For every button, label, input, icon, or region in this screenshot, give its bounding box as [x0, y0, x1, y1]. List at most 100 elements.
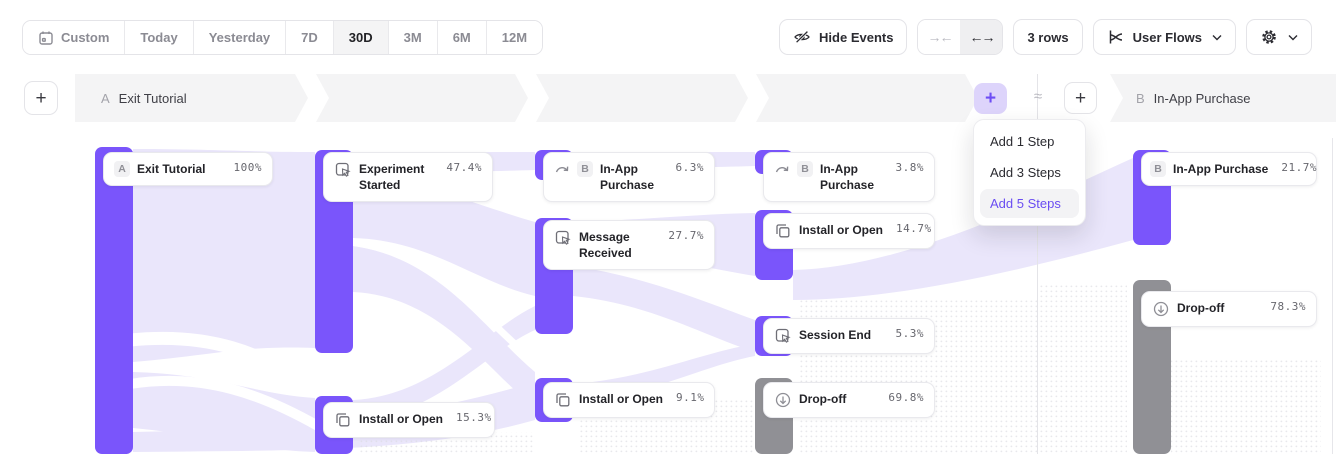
node-percent: 69.8% [888, 391, 924, 404]
flow-node-install-or-open-9[interactable]: Install or Open 9.1% [543, 382, 715, 418]
chevron-down-icon [1288, 34, 1298, 41]
rows-count-button[interactable]: 3 rows [1013, 19, 1083, 55]
settings-dropdown[interactable] [1246, 19, 1312, 55]
node-label: Install or Open [579, 392, 664, 406]
date-range-label: 3M [403, 30, 422, 45]
node-percent: 21.7% [1281, 161, 1317, 174]
section-a-badge: A [101, 90, 110, 106]
add-steps-menu: Add 1 Step Add 3 Steps Add 5 Steps [973, 119, 1086, 226]
rows-count-label: 3 rows [1027, 29, 1069, 45]
date-range-label: 30D [348, 30, 373, 45]
flow-node-session-end[interactable]: Session End 5.3% [763, 318, 935, 354]
node-percent: 14.7% [896, 222, 932, 235]
date-range-label: 12M [501, 30, 528, 45]
step-band-segment-1: A Exit Tutorial [75, 74, 308, 122]
node-percent: 47.4% [446, 161, 482, 174]
install-icon [774, 222, 792, 240]
node-label: Message Received [579, 230, 632, 261]
gear-icon [1260, 28, 1278, 46]
plus-icon: + [35, 87, 47, 109]
node-percent: 27.7% [668, 229, 704, 242]
expand-icon: ←→ [969, 29, 995, 45]
step-band-segment-2 [316, 74, 528, 122]
flow-node-drop-off-69[interactable]: Drop-off 69.8% [763, 382, 935, 418]
node-label: Exit Tutorial [137, 162, 206, 176]
section-a-header: A Exit Tutorial [75, 91, 187, 106]
event-badge-a: A [114, 161, 130, 177]
expand-columns-button[interactable]: ←→ [960, 20, 1003, 54]
jump-step-icon [554, 161, 570, 177]
install-icon [554, 391, 572, 409]
section-b-badge: B [1136, 90, 1145, 106]
flow-node-in-app-purchase-21[interactable]: B In-App Purchase 21.7% [1141, 152, 1317, 187]
date-range-selector: Custom Today Yesterday 7D 30D 3M 6M 12M [22, 20, 544, 55]
event-icon [774, 327, 792, 345]
node-label: Drop-off [1177, 301, 1225, 315]
event-badge-b: B [577, 161, 593, 177]
step-band-segment-4 [756, 74, 978, 122]
approx-join-symbol: ≈ [1033, 88, 1043, 105]
flow-node-install-or-open-14[interactable]: Install or Open 14.7% [763, 213, 935, 249]
node-label: Install or Open [799, 223, 884, 237]
eye-off-icon [793, 28, 811, 46]
date-range-12m[interactable]: 12M [486, 21, 543, 54]
node-label: Experiment Started [359, 162, 425, 193]
section-b-label: In-App Purchase [1153, 90, 1251, 106]
toolbar-right-cluster: Hide Events →← ←→ 3 rows User Flows [779, 19, 1312, 55]
node-label: Install or Open [359, 412, 444, 426]
date-range-6m[interactable]: 6M [437, 21, 487, 54]
flow-node-in-app-purchase-3[interactable]: B In-App Purchase 3.8% [763, 152, 935, 203]
date-range-7d[interactable]: 7D [286, 21, 334, 54]
bar-exit-tutorial [95, 147, 133, 454]
date-range-30d[interactable]: 30D [333, 21, 389, 54]
event-icon [554, 229, 572, 247]
event-badge-b: B [1150, 161, 1166, 177]
hide-events-label: Hide Events [819, 29, 894, 45]
flow-node-exit-tutorial[interactable]: A Exit Tutorial 100% [103, 152, 273, 187]
node-percent: 3.8% [895, 161, 924, 174]
date-range-label: 6M [452, 30, 471, 45]
install-icon [334, 411, 352, 429]
node-label: In-App Purchase [600, 162, 655, 193]
flow-node-experiment-started[interactable]: Experiment Started 47.4% [323, 152, 493, 203]
event-icon [334, 161, 352, 179]
node-label: In-App Purchase [820, 162, 875, 193]
date-range-yesterday[interactable]: Yesterday [193, 21, 287, 54]
node-percent: 78.3% [1270, 300, 1306, 313]
section-a-label: Exit Tutorial [118, 90, 187, 106]
date-range-3m[interactable]: 3M [388, 21, 438, 54]
node-percent: 5.3% [895, 327, 924, 340]
step-band-section-b: B In-App Purchase [1110, 74, 1336, 122]
flow-node-in-app-purchase-6[interactable]: B In-App Purchase 6.3% [543, 152, 715, 203]
canvas-right-edge [1332, 138, 1333, 454]
calendar-icon [38, 30, 54, 46]
node-label: In-App Purchase [1173, 162, 1269, 176]
add-step-section-b-button[interactable]: + [1064, 82, 1097, 114]
chart-type-dropdown[interactable]: User Flows [1092, 19, 1236, 55]
drop-off-icon [1152, 300, 1170, 318]
hide-events-button[interactable]: Hide Events [779, 19, 908, 55]
node-label: Drop-off [799, 392, 847, 406]
add-steps-button-active[interactable]: + [974, 83, 1007, 114]
flow-node-drop-off-78[interactable]: Drop-off 78.3% [1141, 291, 1317, 327]
add-step-before-button[interactable]: + [24, 81, 58, 115]
collapse-columns-button[interactable]: →← [918, 20, 961, 54]
node-percent: 15.3% [456, 411, 492, 424]
menu-item-add-5-steps[interactable]: Add 5 Steps [980, 189, 1079, 218]
flow-node-message-received[interactable]: Message Received 27.7% [543, 220, 715, 271]
width-toggle-group: →← ←→ [917, 19, 1004, 55]
node-percent: 6.3% [675, 161, 704, 174]
date-range-today[interactable]: Today [125, 21, 194, 54]
menu-item-add-1-step[interactable]: Add 1 Step [990, 134, 1055, 149]
menu-item-add-3-steps[interactable]: Add 3 Steps [990, 165, 1061, 180]
chart-type-label: User Flows [1132, 29, 1202, 45]
date-range-label: Today [140, 30, 178, 45]
node-label: Session End [799, 328, 872, 342]
date-range-label: Yesterday [208, 30, 271, 45]
step-band-segment-3 [536, 74, 748, 122]
flow-node-install-or-open-15[interactable]: Install or Open 15.3% [323, 402, 495, 438]
drop-off-icon [774, 391, 792, 409]
date-range-custom[interactable]: Custom [23, 21, 126, 54]
date-range-label: 7D [301, 30, 318, 45]
